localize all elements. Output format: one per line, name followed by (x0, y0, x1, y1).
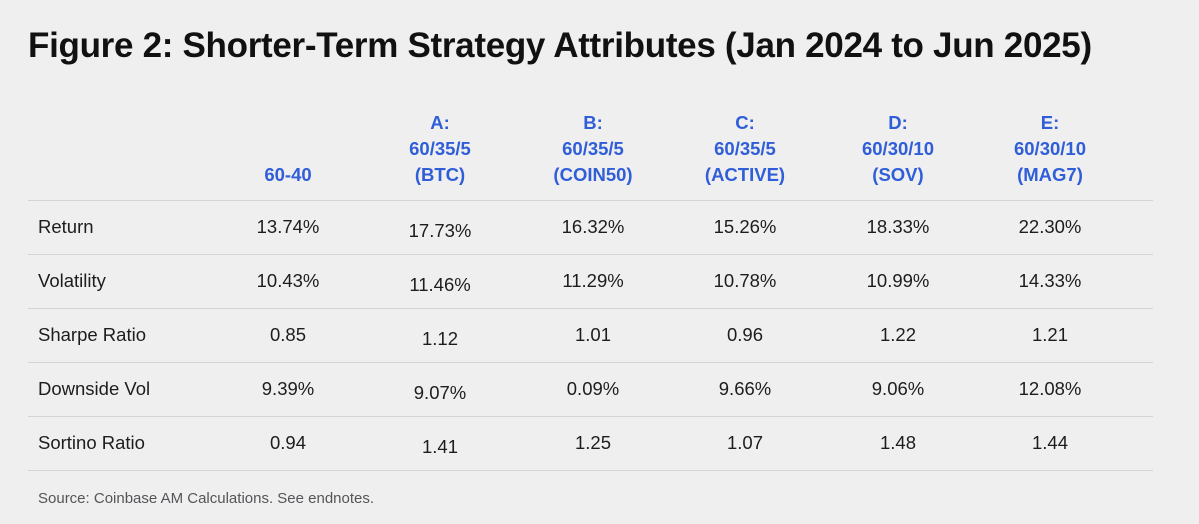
column-header-line: 60/30/10 (1013, 138, 1086, 159)
table-cell: 1.12 (421, 328, 458, 349)
column-header-line: 60/30/10 (861, 138, 934, 159)
column-header-line: B: (583, 112, 603, 133)
table-cell: 17.73% (408, 220, 472, 241)
column-header-line: (ACTIVE) (704, 164, 786, 185)
table-cell: 9.06% (871, 378, 925, 399)
attributes-table: 60-40 A: 60/35/5 (BTC) B: 60/35/5 (COIN50) C: 60… (28, 108, 1153, 471)
column-header-line: (COIN50) (553, 164, 633, 185)
column-header-line: 60/35/5 (409, 138, 471, 159)
table-row: Sortino Ratio 0.94 1.41 1.25 1.07 1.48 1.44 (28, 416, 1153, 471)
column-header: D: 60/30/10 (SOV) (823, 110, 973, 188)
row-label: Sortino Ratio (38, 432, 145, 453)
table-row: Volatility 10.43% 11.46% 11.29% 10.78% 10.99%… (28, 254, 1153, 308)
table-cell: 13.74% (256, 216, 320, 237)
table-cell: 1.41 (421, 436, 458, 457)
row-label: Volatility (38, 270, 106, 291)
column-header-line: D: (888, 112, 908, 133)
table-cell: 11.29% (562, 270, 624, 291)
table-row: Sharpe Ratio 0.85 1.12 1.01 0.96 1.22 1.21 (28, 308, 1153, 362)
table-cell: 12.08% (1018, 378, 1082, 399)
table-cell: 0.94 (269, 432, 306, 453)
table-cell: 9.66% (718, 378, 772, 399)
row-label: Downside Vol (38, 378, 151, 399)
table-cell: 11.46% (409, 274, 471, 295)
column-header-line: 60-40 (264, 164, 312, 185)
table-cell: 14.33% (1018, 270, 1082, 291)
column-header-line: 60/35/5 (714, 138, 776, 159)
column-header-line: E: (1040, 112, 1060, 133)
page-title: Figure 2: Shorter-Term Strategy Attribut… (28, 26, 1092, 65)
table-header-row: 60-40 A: 60/35/5 (BTC) B: 60/35/5 (COIN50) C: 60… (28, 108, 1153, 200)
table-body: Return 13.74% 17.73% 16.32% 15.26% 18.33% 22.3… (28, 200, 1153, 471)
column-header: A: 60/35/5 (BTC) (365, 110, 515, 188)
table-row: Return 13.74% 17.73% 16.32% 15.26% 18.33% 22.3… (28, 200, 1153, 254)
table-cell: 0.09% (566, 378, 620, 399)
table-cell: 9.39% (261, 378, 315, 399)
column-header-line: (BTC) (414, 164, 466, 185)
row-label: Return (38, 216, 94, 237)
source-note: Source: Coinbase AM Calculations. See en… (38, 490, 375, 507)
column-header-line: A: (430, 112, 450, 133)
table-cell: 10.99% (866, 270, 930, 291)
table-row: Downside Vol 9.39% 9.07% 0.09% 9.66% 9.06% 12.… (28, 362, 1153, 416)
column-header-line: (MAG7) (1017, 164, 1083, 185)
table-cell: 1.25 (574, 432, 611, 453)
column-header-line: 60/35/5 (562, 138, 624, 159)
row-label: Sharpe Ratio (38, 324, 146, 345)
table-cell: 0.96 (726, 324, 763, 345)
column-header: E: 60/30/10 (MAG7) (975, 110, 1125, 188)
table-cell: 9.07% (413, 382, 467, 403)
table-cell: 22.30% (1018, 216, 1082, 237)
table-cell: 10.43% (256, 270, 320, 291)
column-header-line: C: (735, 112, 755, 133)
column-header: B: 60/35/5 (COIN50) (518, 110, 668, 188)
table-cell: 1.01 (574, 324, 611, 345)
table-cell: 10.78% (713, 270, 777, 291)
table-cell: 1.44 (1031, 432, 1068, 453)
table-cell: 18.33% (866, 216, 930, 237)
table-cell: 16.32% (561, 216, 625, 237)
table-cell: 1.07 (726, 432, 763, 453)
table-cell: 1.48 (879, 432, 916, 453)
table-cell: 1.22 (879, 324, 916, 345)
table-cell: 0.85 (269, 324, 306, 345)
table-cell: 1.21 (1031, 324, 1068, 345)
column-header-line: (SOV) (872, 164, 924, 185)
column-header: 60-40 (213, 162, 363, 188)
column-header: C: 60/35/5 (ACTIVE) (670, 110, 820, 188)
table-cell: 15.26% (713, 216, 777, 237)
